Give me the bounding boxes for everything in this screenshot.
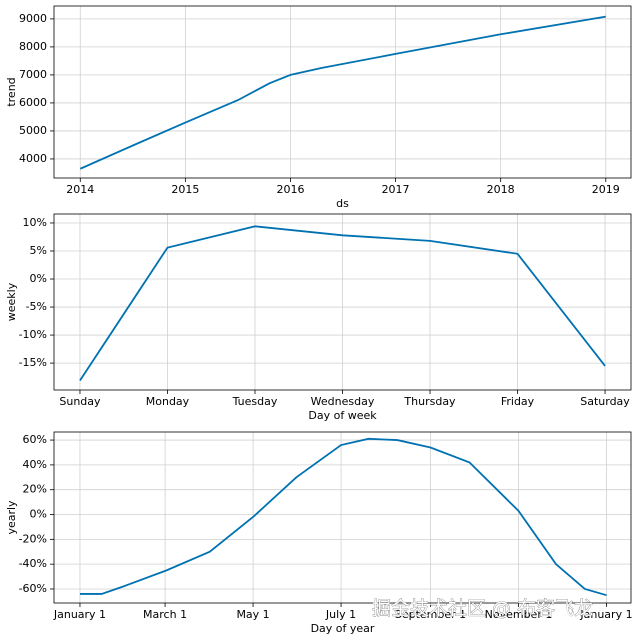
y-tick-label: -60% <box>19 582 47 595</box>
y-tick-label: -40% <box>19 557 47 570</box>
x-tick-label: January 1 <box>579 608 632 621</box>
x-tick-label: January 1 <box>53 608 106 621</box>
y-tick-label: 20% <box>23 483 47 496</box>
x-tick-label: Thursday <box>403 395 456 408</box>
x-tick-label: Wednesday <box>311 395 375 408</box>
x-tick-label: 2015 <box>171 183 199 196</box>
line-series <box>79 225 606 381</box>
x-tick-label: Monday <box>146 395 190 408</box>
x-tick-label: Friday <box>501 395 535 408</box>
y-tick-label: 0% <box>30 272 47 285</box>
x-tick-label: Saturday <box>580 395 630 408</box>
x-tick-label: July 1 <box>325 608 356 621</box>
y-tick-label: 60% <box>23 433 47 446</box>
x-tick-label: 2016 <box>276 183 304 196</box>
x-tick-label: November 1 <box>485 608 553 621</box>
x-tick-label: 2017 <box>382 183 410 196</box>
y-tick-label: 9000 <box>19 12 47 25</box>
y-tick-label: 5000 <box>19 124 47 137</box>
y-tick-label: 5% <box>30 244 47 257</box>
y-tick-label: 0% <box>30 508 47 521</box>
x-tick-label: Tuesday <box>232 395 278 408</box>
x-axis-label: ds <box>336 197 349 210</box>
x-tick-label: March 1 <box>143 608 187 621</box>
x-axis-label: Day of week <box>308 409 377 422</box>
y-axis-label: weekly <box>5 282 18 321</box>
x-tick-label: September 1 <box>395 608 466 621</box>
line-series <box>79 437 607 597</box>
y-tick-label: -20% <box>19 532 47 545</box>
y-tick-label: 10% <box>23 216 47 229</box>
x-tick-label: 2018 <box>487 183 515 196</box>
plot-frame <box>53 213 632 391</box>
x-tick-label: May 1 <box>236 608 269 621</box>
x-tick-label: Sunday <box>59 395 101 408</box>
y-tick-label: -15% <box>19 356 47 369</box>
line-series <box>79 15 606 170</box>
y-tick-label: -5% <box>26 300 47 313</box>
y-axis-label: yearly <box>5 500 18 535</box>
x-tick-label: 2019 <box>592 183 620 196</box>
y-tick-label: -10% <box>19 328 47 341</box>
x-tick-label: 2014 <box>66 183 94 196</box>
x-axis-label: Day of year <box>311 622 375 635</box>
y-tick-label: 6000 <box>19 96 47 109</box>
y-tick-label: 40% <box>23 458 47 471</box>
y-tick-label: 4000 <box>19 152 47 165</box>
plot-frame <box>53 5 632 179</box>
watermark: 掘金技术社区 @ 布客飞龙 <box>372 598 593 620</box>
y-tick-label: 7000 <box>19 68 47 81</box>
y-tick-label: 8000 <box>19 40 47 53</box>
y-axis-label: trend <box>5 77 18 106</box>
plot-frame <box>53 431 632 604</box>
